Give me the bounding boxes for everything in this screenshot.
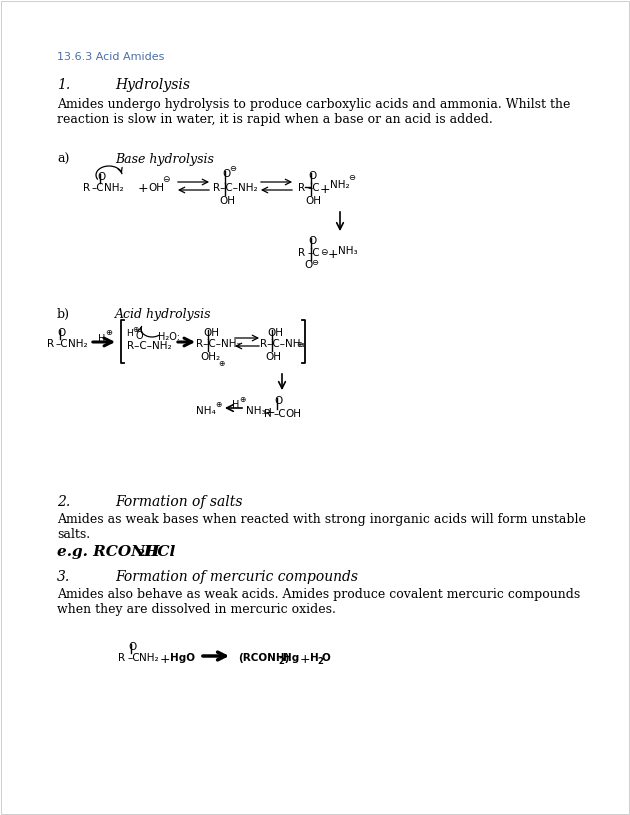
- Text: –C: –C: [92, 183, 105, 193]
- Text: O: O: [274, 396, 282, 406]
- Text: –C: –C: [308, 183, 321, 193]
- Text: O: O: [128, 642, 136, 652]
- Text: OH: OH: [305, 196, 321, 206]
- Text: +: +: [320, 183, 331, 196]
- Text: –C: –C: [273, 409, 285, 419]
- Text: Formation of salts: Formation of salts: [115, 495, 243, 509]
- Text: Hydrolysis: Hydrolysis: [115, 78, 190, 92]
- Text: NH₂: NH₂: [68, 339, 88, 349]
- Text: 2: 2: [317, 657, 323, 666]
- Text: O: O: [322, 653, 331, 663]
- Text: ⊖: ⊖: [348, 173, 355, 182]
- Text: O: O: [308, 171, 316, 181]
- Text: ⊕: ⊕: [296, 340, 302, 349]
- Text: –C: –C: [56, 339, 69, 349]
- Text: +: +: [265, 406, 276, 419]
- Text: O: O: [135, 331, 142, 341]
- Text: +: +: [300, 653, 311, 666]
- Text: Base hydrolysis: Base hydrolysis: [115, 153, 214, 166]
- Text: NH₂: NH₂: [139, 653, 159, 663]
- Text: H: H: [232, 400, 239, 410]
- Text: H: H: [98, 334, 105, 344]
- Text: OH: OH: [148, 183, 164, 193]
- Text: ⊖: ⊖: [320, 248, 328, 257]
- Text: R: R: [298, 183, 305, 193]
- Text: 13.6.3 Acid Amides: 13.6.3 Acid Amides: [57, 52, 164, 62]
- Text: HgO: HgO: [170, 653, 195, 663]
- Text: R–C–NH₂: R–C–NH₂: [127, 341, 171, 351]
- Text: NH₃: NH₃: [246, 406, 266, 416]
- Text: Amides as weak bases when reacted with strong inorganic acids will form unstable: Amides as weak bases when reacted with s…: [57, 513, 586, 541]
- Text: Formation of mercuric compounds: Formation of mercuric compounds: [115, 570, 358, 584]
- Text: –C: –C: [308, 248, 321, 258]
- Text: Hg: Hg: [283, 653, 299, 663]
- Text: R: R: [298, 248, 305, 258]
- Text: +: +: [328, 248, 339, 261]
- Text: R: R: [264, 409, 271, 419]
- Text: ⊕: ⊕: [239, 395, 245, 404]
- Text: R–C–NH₂: R–C–NH₂: [196, 339, 241, 349]
- Text: Acid hydrolysis: Acid hydrolysis: [115, 308, 212, 321]
- Text: OH: OH: [267, 328, 283, 338]
- Text: HCl: HCl: [143, 545, 175, 559]
- Text: ⊕: ⊕: [105, 328, 112, 337]
- Text: +: +: [138, 182, 149, 195]
- Text: R: R: [118, 653, 125, 663]
- Text: ⊕: ⊕: [218, 359, 224, 368]
- Text: R: R: [83, 183, 90, 193]
- Text: 2: 2: [137, 549, 144, 558]
- Text: R–C–NH₃: R–C–NH₃: [260, 339, 305, 349]
- Text: 1.: 1.: [57, 78, 71, 92]
- Text: (RCONH): (RCONH): [238, 653, 289, 663]
- Text: –C: –C: [127, 653, 140, 663]
- Text: NH₃: NH₃: [338, 246, 358, 256]
- Text: 2.: 2.: [57, 495, 71, 509]
- Text: O: O: [222, 169, 230, 179]
- Text: O: O: [308, 236, 316, 246]
- Text: OH: OH: [219, 196, 235, 206]
- Text: OH: OH: [285, 409, 301, 419]
- Text: NH₂: NH₂: [104, 183, 123, 193]
- Text: ⊖: ⊖: [162, 175, 169, 184]
- Text: ⊖: ⊖: [311, 258, 318, 267]
- Text: H₂O:: H₂O:: [158, 332, 180, 342]
- Text: +: +: [160, 653, 171, 666]
- Text: O: O: [304, 260, 312, 270]
- Text: OH₂: OH₂: [200, 352, 220, 362]
- Text: R: R: [47, 339, 54, 349]
- Text: Amides undergo hydrolysis to produce carboxylic acids and ammonia. Whilst the
re: Amides undergo hydrolysis to produce car…: [57, 98, 570, 126]
- Text: O: O: [97, 172, 105, 182]
- Text: ⊕: ⊕: [215, 400, 221, 409]
- Text: NH₄: NH₄: [196, 406, 215, 416]
- Text: b): b): [57, 308, 70, 321]
- Text: ⊖: ⊖: [229, 164, 236, 173]
- Text: NH₂: NH₂: [330, 180, 350, 190]
- Text: ⊕: ⊕: [132, 325, 139, 334]
- Text: a): a): [57, 153, 69, 166]
- Text: O: O: [57, 328, 66, 338]
- Text: H: H: [126, 329, 133, 338]
- Text: 3.: 3.: [57, 570, 71, 584]
- Text: OH: OH: [265, 352, 281, 362]
- Text: e.g. RCONH: e.g. RCONH: [57, 545, 159, 559]
- Text: R–C–NH₂: R–C–NH₂: [213, 183, 258, 193]
- Text: Amides also behave as weak acids. Amides produce covalent mercuric compounds
whe: Amides also behave as weak acids. Amides…: [57, 588, 580, 616]
- Text: OH: OH: [203, 328, 219, 338]
- Text: 2: 2: [278, 657, 284, 666]
- Text: H: H: [310, 653, 319, 663]
